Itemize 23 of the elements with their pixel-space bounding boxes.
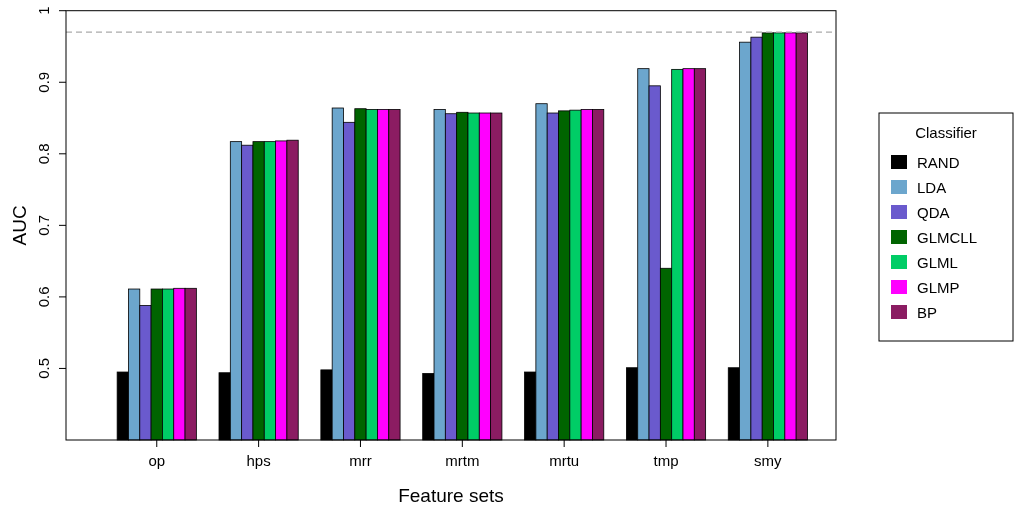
x-tick-label: mrtm <box>445 452 480 469</box>
y-tick-label: 0.8 <box>35 143 52 165</box>
legend-label: LDA <box>917 179 947 196</box>
x-tick-label: op <box>148 452 166 469</box>
y-tick-label: 0.6 <box>35 286 52 308</box>
x-tick-label: smy <box>754 452 783 469</box>
x-tick-label: mrtu <box>549 452 580 469</box>
y-tick-label: 0.9 <box>35 71 52 93</box>
y-tick-label: 0.7 <box>35 214 52 236</box>
x-tick-label: mrr <box>349 452 372 469</box>
legend-label: QDA <box>917 204 950 221</box>
y-tick-label: 1 <box>35 6 52 15</box>
legend-label: GLML <box>917 254 958 271</box>
legend-label: GLMCLL <box>917 229 978 246</box>
x-axis-title: Feature sets <box>398 485 504 506</box>
legend-label: RAND <box>917 154 960 171</box>
y-axis-title: AUC <box>9 205 30 246</box>
legend-label: BP <box>917 304 938 321</box>
legend-label: GLMP <box>917 279 960 296</box>
legend-title: Classifier <box>915 124 977 141</box>
y-tick-label: 0.5 <box>35 358 52 379</box>
x-tick-label: hps <box>246 452 271 469</box>
x-tick-label: tmp <box>653 452 679 469</box>
